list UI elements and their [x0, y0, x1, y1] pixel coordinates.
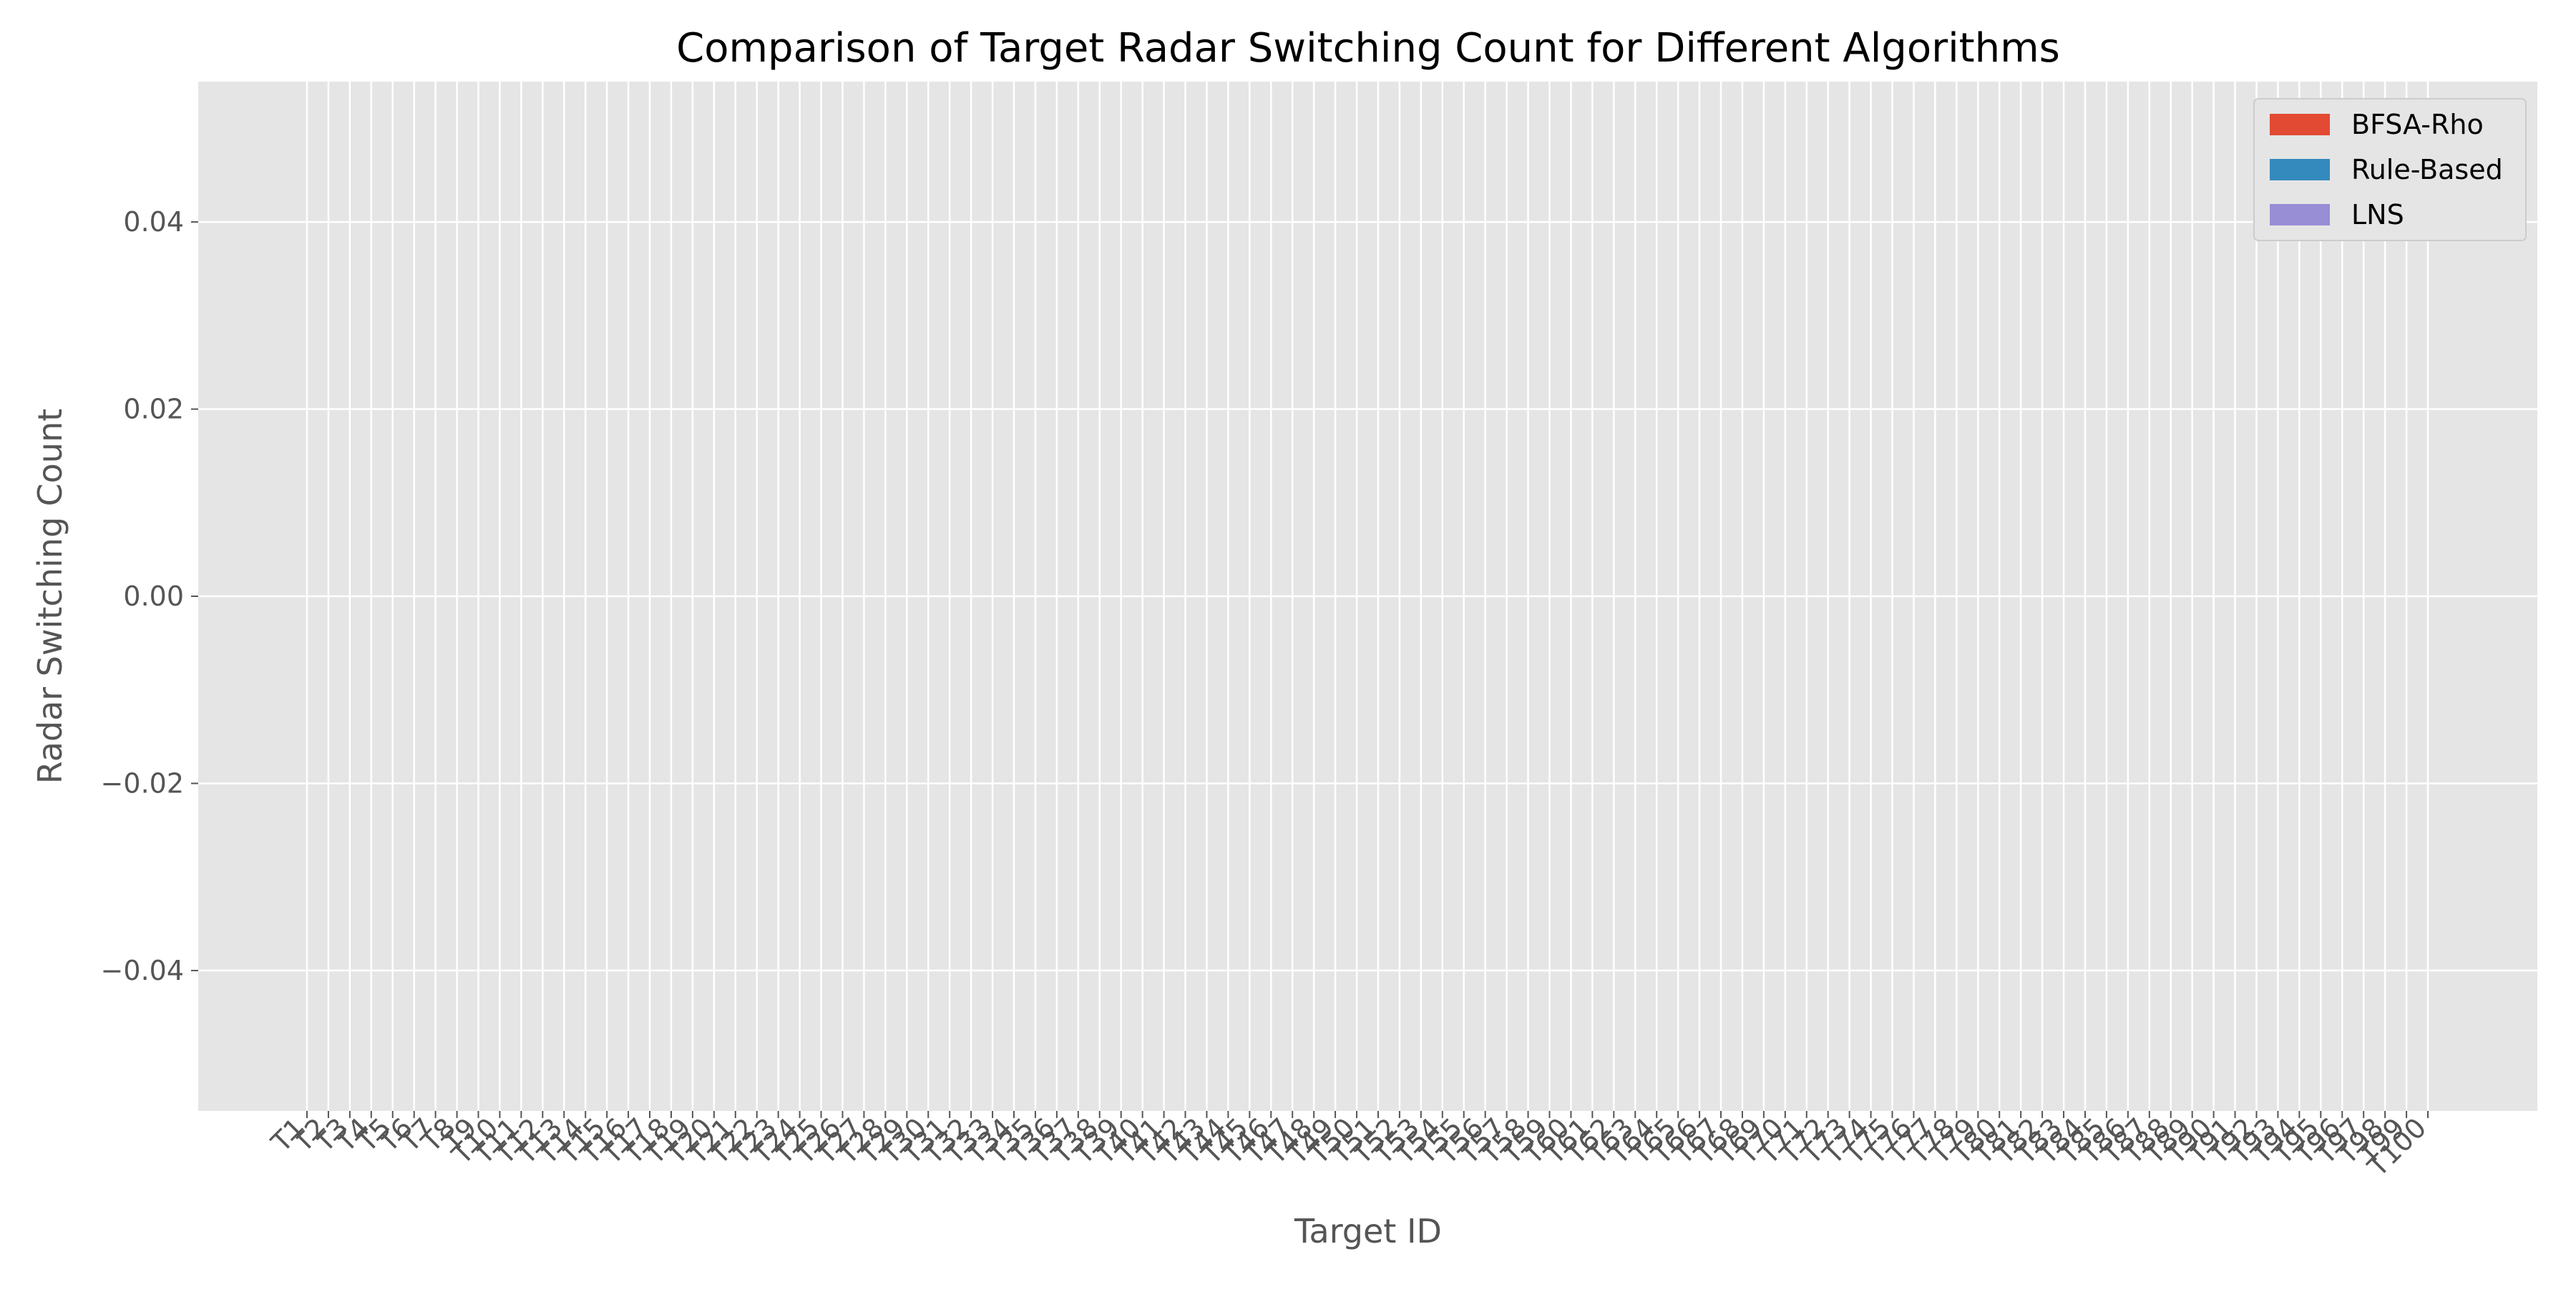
legend-label: Rule-Based: [2351, 154, 2503, 185]
x-gridlines: [306, 82, 2429, 1111]
legend: BFSA-Rho Rule-Based LNS: [2253, 98, 2527, 241]
y-axis: 0.04 0.02 0.00 −0.02 −0.04: [101, 206, 198, 986]
legend-label: LNS: [2351, 199, 2404, 230]
y-tick-label: 0.00: [123, 581, 184, 612]
legend-swatch: [2270, 159, 2330, 180]
x-axis: T1T2T3T4T5T6T7T8T9T10T11T12T13T14T15T16T…: [265, 1111, 2432, 1183]
chart-title: Comparison of Target Radar Switching Cou…: [676, 25, 2060, 72]
y-tick-label: −0.02: [101, 767, 184, 799]
y-tick-label: −0.04: [101, 955, 184, 986]
legend-swatch: [2270, 204, 2330, 225]
y-tick-label: 0.02: [123, 394, 184, 425]
y-gridlines: [198, 220, 2537, 972]
y-axis-label: Radar Switching Count: [31, 409, 69, 785]
legend-swatch: [2270, 114, 2330, 135]
y-tick-label: 0.04: [123, 206, 184, 238]
x-axis-label: Target ID: [1294, 1212, 1442, 1250]
legend-label: BFSA-Rho: [2351, 109, 2484, 140]
